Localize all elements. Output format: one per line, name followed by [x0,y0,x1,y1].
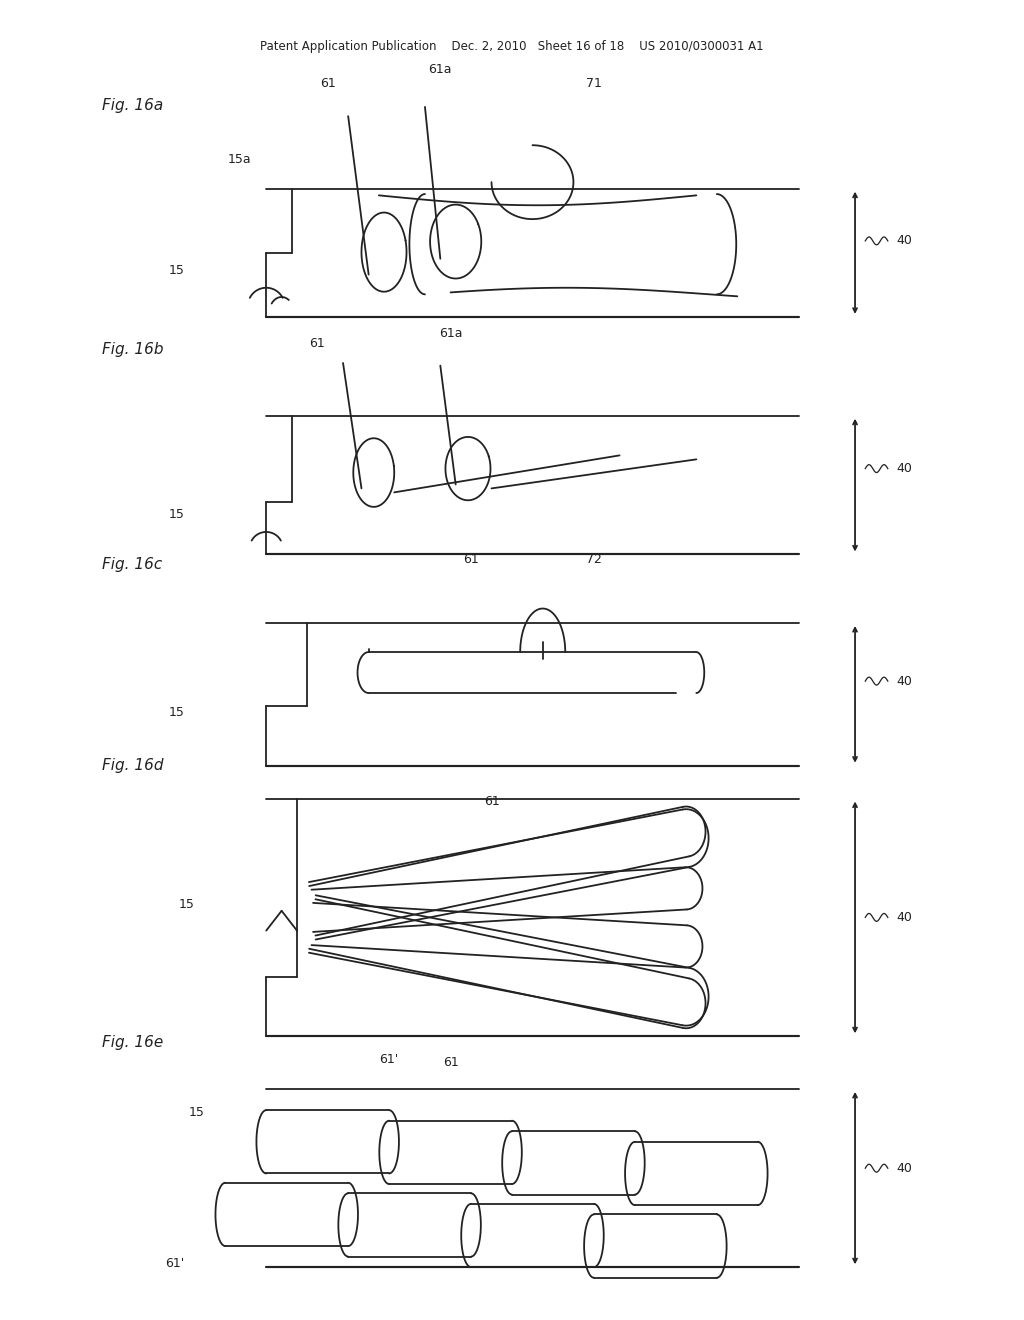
Text: 61: 61 [319,77,336,90]
Text: 61': 61' [380,1053,398,1067]
Text: 40: 40 [896,462,912,475]
Text: 15: 15 [168,508,184,521]
Text: 61a: 61a [439,327,462,341]
Text: Fig. 16c: Fig. 16c [102,557,163,573]
Text: 15: 15 [178,898,195,911]
Text: Patent Application Publication    Dec. 2, 2010   Sheet 16 of 18    US 2010/03000: Patent Application Publication Dec. 2, 2… [260,40,764,53]
Text: Fig. 16e: Fig. 16e [102,1035,164,1051]
Text: 40: 40 [896,1162,912,1175]
Text: 72: 72 [586,553,602,566]
Text: 15a: 15a [227,153,251,166]
Text: 15: 15 [188,1106,205,1119]
Text: 71: 71 [586,77,602,90]
Text: 61: 61 [463,553,479,566]
Text: 61a: 61a [429,63,452,77]
Text: 15: 15 [168,264,184,277]
Text: 40: 40 [896,911,912,924]
Text: Fig. 16d: Fig. 16d [102,758,164,774]
Text: Fig. 16b: Fig. 16b [102,342,164,358]
Text: 61': 61' [165,1257,184,1270]
Text: 61: 61 [483,795,500,808]
Text: 40: 40 [896,235,912,247]
Text: 61: 61 [309,337,326,350]
Text: Fig. 16a: Fig. 16a [102,98,164,114]
Text: 40: 40 [896,675,912,688]
Text: 61: 61 [442,1056,459,1069]
Text: 15: 15 [168,706,184,719]
